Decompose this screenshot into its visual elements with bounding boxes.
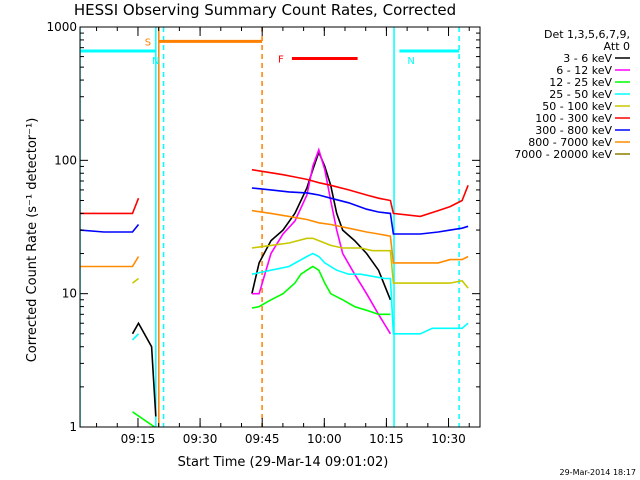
series-line-50-100keV-2	[251, 237, 469, 289]
legend-label: 800 - 7000 keV	[528, 136, 612, 149]
y-tick-label: 1000	[46, 20, 77, 34]
plot-area: SN NF	[80, 27, 469, 427]
series-line-25-50keV-1	[131, 333, 140, 341]
x-tick-label: 09:30	[183, 432, 218, 446]
series-line-800-7000keV-1	[251, 209, 469, 264]
x-tick-label: 09:45	[245, 432, 280, 446]
series-line-300-800keV-1	[251, 187, 469, 235]
x-tick-label: 10:30	[431, 432, 466, 446]
legend-label: 12 - 25 keV	[549, 76, 612, 89]
series-group: SN NF	[80, 27, 469, 427]
series-line-6-12keV-0	[251, 147, 392, 335]
series-line-25-50keV-2	[251, 252, 469, 335]
legend-header-attenuator: Att 0	[604, 40, 630, 53]
annotation-label-0: S	[145, 37, 151, 48]
annotation-label-2: N	[407, 56, 414, 67]
x-tick-label: 10:15	[369, 432, 404, 446]
y-axis-label: Corrected Count Rate (s⁻¹ detector⁻¹)	[25, 118, 40, 363]
legend-label: 100 - 300 keV	[535, 112, 612, 125]
series-line-800-7000keV-0	[80, 256, 140, 268]
legend-label: 3 - 6 keV	[563, 52, 612, 65]
legend-label: 6 - 12 keV	[556, 64, 612, 77]
x-axis-label: Start Time (29-Mar-14 09:01:02)	[178, 455, 389, 470]
legend-label: 50 - 100 keV	[542, 100, 612, 113]
y-tick-label: 100	[54, 153, 77, 167]
series-line-100-300keV-0	[80, 197, 140, 215]
legend-label: 300 - 800 keV	[535, 124, 612, 137]
x-tick-label: 09:15	[121, 432, 156, 446]
series-line-3-6keV-1	[251, 149, 392, 301]
x-tick-label: 10:00	[307, 432, 342, 446]
series-line-100-300keV-1	[251, 168, 469, 218]
legend-header-detectors: Det 1,3,5,6,7,9,	[544, 28, 630, 41]
y-tick-label: 10	[62, 287, 77, 301]
series-line-12-25keV-0	[132, 411, 156, 427]
series-line-3-6keV-0	[131, 321, 157, 417]
series-line-50-100keV-1	[132, 277, 139, 284]
annotation-label-3: F	[278, 55, 284, 66]
axes: 1 10 100 1000 09:15 09:30 09:45 10:00 10:15 10:30	[46, 20, 481, 446]
legend-label: 7000 - 20000 keV	[514, 148, 612, 161]
series-line-12-25keV-1	[251, 265, 391, 316]
annotation-label-1: N	[152, 56, 159, 67]
chart-title: HESSI Observing Summary Count Rates, Cor…	[74, 1, 456, 19]
y-tick-label: 1	[69, 420, 77, 434]
series-line-300-800keV-0	[80, 224, 140, 233]
legend-label: 25 - 50 keV	[549, 88, 612, 101]
footer-timestamp: 29-Mar-2014 18:17	[560, 468, 637, 477]
plot-frame	[79, 26, 481, 428]
